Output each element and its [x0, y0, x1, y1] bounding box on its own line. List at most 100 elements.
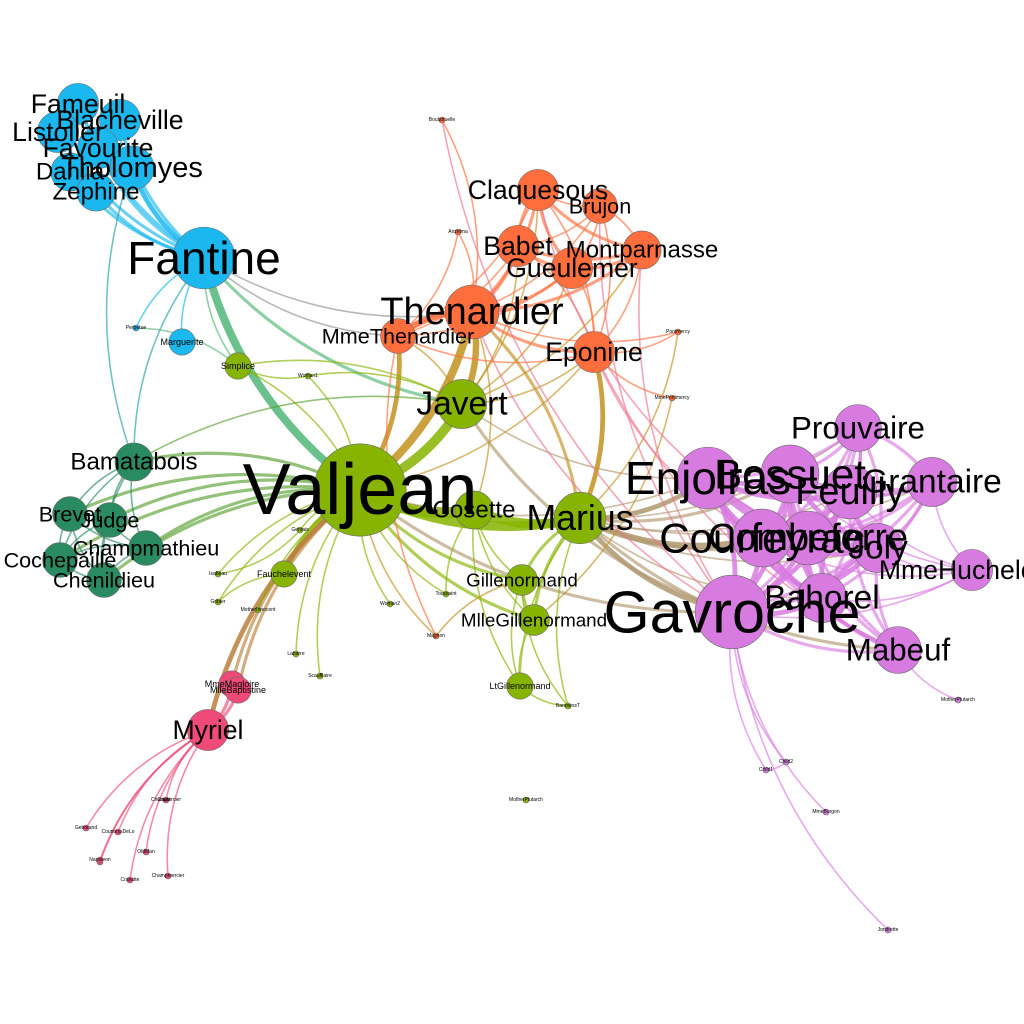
node-anzelma[interactable]	[454, 228, 462, 236]
node-marius[interactable]	[553, 491, 607, 545]
node-montparnasse[interactable]	[622, 230, 662, 270]
node-listolier[interactable]	[37, 111, 79, 153]
node-child2[interactable]	[782, 758, 790, 766]
node-mmethenardier[interactable]	[380, 318, 416, 354]
label-champmercier: Champmercier	[152, 873, 185, 879]
node-prouvaire[interactable]	[834, 404, 882, 452]
label-mmeburgon: MmeBurgon	[812, 809, 839, 815]
node-cravatte[interactable]	[126, 876, 134, 884]
label-champtercier: Champtercier	[151, 797, 181, 803]
node-marguerite[interactable]	[168, 328, 196, 356]
node-gavroche[interactable]	[694, 574, 770, 650]
node-bamatabois[interactable]	[114, 442, 154, 482]
node-gillenormand[interactable]	[506, 564, 538, 596]
node-boulatruelle[interactable]	[438, 116, 446, 124]
edge-MlleGillenormand-MmePontmercy	[533, 397, 673, 621]
node-cosette[interactable]	[454, 490, 494, 530]
label-fantine: Fantine	[127, 232, 280, 284]
node-bahorel[interactable]	[797, 573, 847, 623]
node-fauchelevent[interactable]	[270, 560, 298, 588]
label-child2: Child2	[779, 759, 793, 765]
label-mabeuf: Mabeuf	[846, 633, 951, 668]
label-favourite: Favourite	[43, 133, 154, 163]
node-woman1[interactable]	[304, 372, 312, 380]
node-chenildieu[interactable]	[86, 562, 122, 598]
node-motherplutarch[interactable]	[522, 796, 530, 804]
node-gribier[interactable]	[214, 598, 222, 606]
node-mmehucheloup[interactable]	[951, 549, 993, 591]
node-champtercier[interactable]	[162, 796, 170, 804]
node-jondrette[interactable]	[884, 926, 892, 934]
label-prouvaire: Prouvaire	[791, 411, 925, 446]
edge-MmeThenardier-Eponine	[397, 335, 595, 364]
node-child1[interactable]	[762, 766, 770, 774]
node-motherinnocent[interactable]	[254, 606, 262, 614]
node-javert[interactable]	[437, 379, 487, 429]
node-feuilly[interactable]	[822, 464, 878, 520]
label-brevet: Brevet	[39, 502, 101, 527]
label-tholomyes: Tholomyes	[61, 152, 203, 184]
node-cochepaille[interactable]	[42, 542, 78, 578]
label-napoleon: Napoleon	[89, 857, 111, 863]
node-scaufflaire[interactable]	[316, 672, 324, 680]
node-napoleon[interactable]	[96, 856, 104, 864]
label-mmethenardier: MmeThenardier	[322, 324, 474, 349]
node-blacheville[interactable]	[99, 99, 141, 141]
node-mllebaptistine[interactable]	[224, 676, 252, 704]
node-gueulemer[interactable]	[551, 247, 593, 289]
label-champmathieu: Champmathieu	[73, 536, 219, 561]
node-mllegillenormand[interactable]	[518, 604, 550, 636]
node-dahlia[interactable]	[50, 152, 90, 192]
node-woman2[interactable]	[386, 600, 394, 608]
node-myriel[interactable]	[187, 709, 229, 751]
node-zephine[interactable]	[76, 172, 116, 212]
edge-Valjean-Enjolras	[359, 477, 709, 517]
label-isabeau: Isabeau	[209, 571, 227, 577]
node-perpetue[interactable]	[132, 324, 140, 332]
node-pontmercy[interactable]	[674, 328, 682, 336]
node-labarre[interactable]	[292, 650, 300, 658]
node-courfeyrac[interactable]	[732, 508, 792, 568]
label-geborand: Geborand	[75, 825, 97, 831]
node-tholomyes[interactable]	[109, 145, 155, 191]
edge-Montparnasse-Gavroche	[638, 249, 733, 613]
node-babet[interactable]	[497, 225, 539, 267]
node-champmercier[interactable]	[164, 872, 172, 880]
node-valjean[interactable]	[313, 443, 407, 537]
edge-Fantine-Bamatabois	[133, 257, 205, 463]
node-ltgillenormand[interactable]	[506, 672, 534, 700]
node-toussaint[interactable]	[442, 590, 450, 598]
node-joly[interactable]	[853, 523, 903, 573]
label-marguerite: Marguerite	[160, 337, 203, 347]
node-magnon[interactable]	[432, 632, 440, 640]
node-enjolras[interactable]	[676, 446, 740, 510]
node-champmathieu[interactable]	[128, 530, 164, 566]
node-simplice[interactable]	[224, 352, 252, 380]
node-thenardier[interactable]	[444, 284, 500, 340]
label-bossuet: Bossuet	[714, 451, 866, 498]
node-bossuet[interactable]	[760, 444, 820, 504]
node-oldman[interactable]	[142, 848, 150, 856]
node-judge[interactable]	[92, 502, 128, 538]
node-countessdelo[interactable]	[114, 828, 122, 836]
node-mmepontmercy[interactable]	[668, 394, 676, 402]
label-boulatruelle: Boulatruelle	[429, 117, 456, 123]
node-brujon[interactable]	[582, 188, 618, 224]
label-count: Count	[157, 797, 171, 803]
node-grantaire[interactable]	[907, 457, 957, 507]
node-mmeburgon[interactable]	[822, 808, 830, 816]
edge-Gavroche-Jondrette	[731, 611, 889, 931]
node-fantine[interactable]	[172, 226, 236, 290]
node-motherplutarch2[interactable]	[954, 696, 962, 704]
node-geborand[interactable]	[82, 824, 90, 832]
node-isabeau[interactable]	[214, 570, 222, 578]
node-mabeuf[interactable]	[874, 626, 922, 674]
node-favourite[interactable]	[77, 127, 119, 169]
node-brevet[interactable]	[52, 496, 88, 532]
label-gavroche: Gavroche	[603, 579, 860, 646]
label-mmehucheloup: MmeHucheloup	[879, 555, 1024, 585]
node-baronesst[interactable]	[564, 702, 572, 710]
node-claquesous[interactable]	[517, 169, 559, 211]
node-eponine[interactable]	[573, 331, 615, 373]
node-gervais[interactable]	[296, 526, 304, 534]
